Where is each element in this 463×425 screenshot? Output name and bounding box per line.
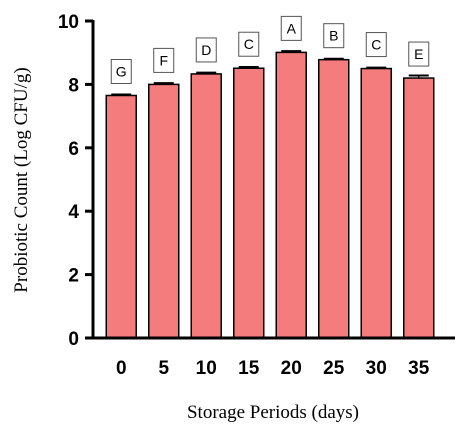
- significance-letter-box: [195, 37, 217, 63]
- y-tick-label: 4: [68, 202, 79, 223]
- significance-letter: E: [414, 46, 423, 62]
- x-tick-label: 15: [238, 358, 260, 379]
- bar: [360, 67, 392, 339]
- bar: [275, 51, 307, 339]
- y-tick-label: 6: [68, 139, 79, 160]
- bars-group: [105, 51, 435, 339]
- bar: [233, 67, 265, 339]
- bar: [190, 73, 222, 339]
- bar: [105, 94, 137, 339]
- significance-letter: A: [287, 20, 297, 36]
- significance-letter-box: [238, 31, 260, 57]
- y-tick-label: 10: [58, 12, 79, 33]
- y-axis-title: Probiotic Count (Log CFU/g): [11, 67, 32, 292]
- significance-letters-group: G F D C A B C E: [110, 15, 430, 84]
- bar: [318, 58, 350, 339]
- x-tick-label: 35: [408, 358, 430, 379]
- significance-letter-box: [323, 23, 345, 49]
- y-tick-label: 8: [68, 75, 79, 96]
- significance-letter: C: [371, 37, 381, 53]
- bar: [148, 83, 180, 339]
- significance-letter: B: [329, 28, 338, 44]
- significance-letter: D: [201, 42, 211, 58]
- x-tick-label: 10: [196, 358, 217, 379]
- significance-letter-box: [280, 15, 302, 41]
- significance-letter: C: [244, 36, 254, 52]
- significance-letter: F: [159, 52, 168, 68]
- x-ticks-group: 0 5 10 15 20 25 30 35: [116, 358, 430, 379]
- error-bars-group: [111, 50, 429, 96]
- x-tick-label: 5: [158, 358, 169, 379]
- x-tick-label: 30: [366, 358, 387, 379]
- y-ticks-group: 0 2 4 6 8 10: [58, 12, 93, 350]
- x-axis-title: Storage Periods (days): [187, 402, 359, 423]
- x-tick-label: 20: [281, 358, 302, 379]
- significance-letter: G: [116, 63, 127, 79]
- significance-letter-box: [408, 41, 430, 67]
- significance-letter-box: [365, 32, 387, 58]
- significance-letter-box: [110, 58, 132, 84]
- x-tick-label: 0: [116, 358, 127, 379]
- bar: [403, 77, 435, 339]
- y-tick-label: 2: [68, 266, 79, 287]
- significance-letter-box: [153, 47, 175, 73]
- x-tick-label: 25: [323, 358, 345, 379]
- y-tick-label: 0: [68, 329, 79, 350]
